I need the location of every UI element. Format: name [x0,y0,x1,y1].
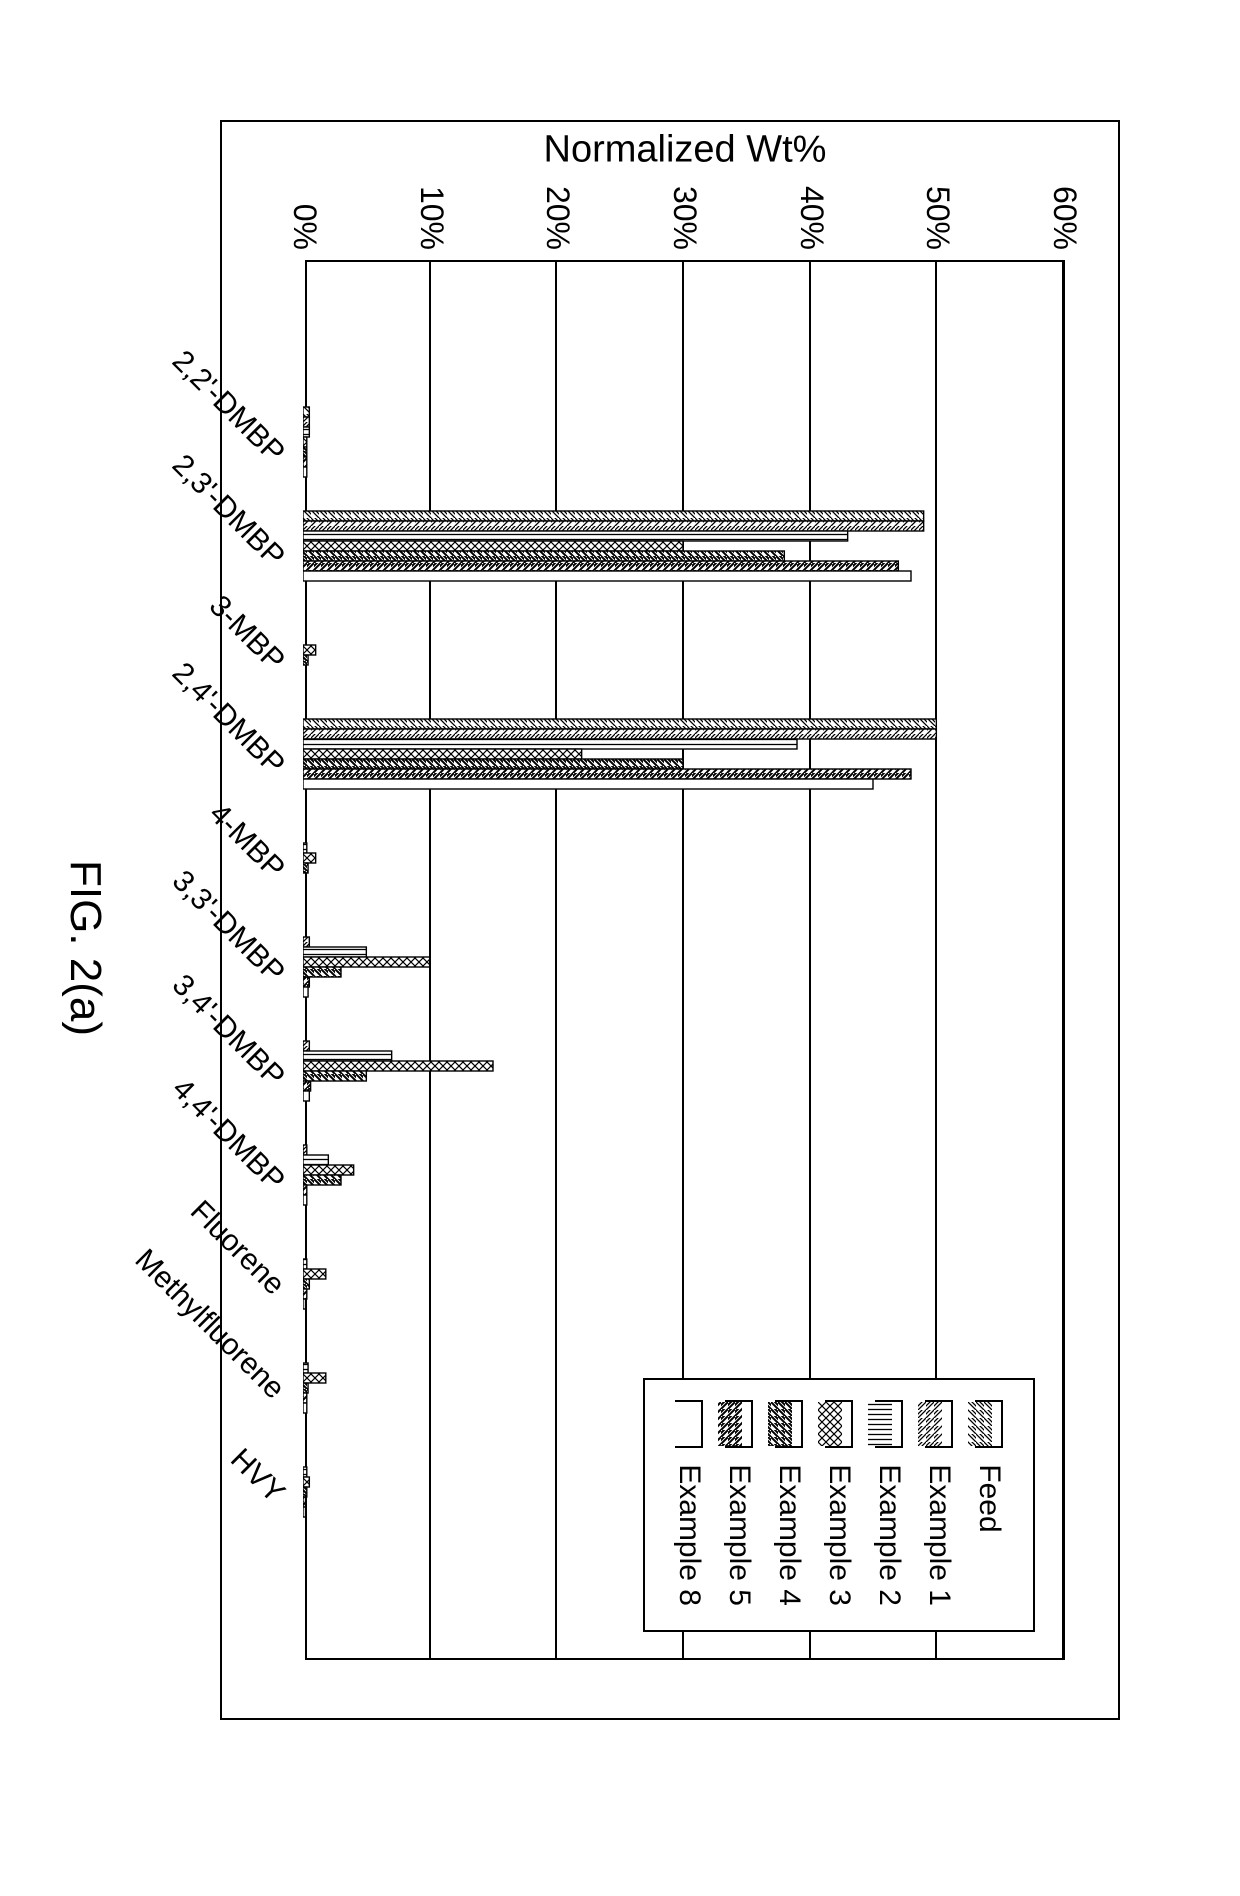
legend-row: Example 4 [765,1400,813,1606]
bar [303,655,308,665]
bar [303,987,308,997]
bar [303,957,430,967]
legend-swatch [675,1400,703,1448]
rotated-canvas: Normalized Wt% 0%10%20%30%40%50%60% 2,2'… [0,0,1240,1896]
bar [303,937,309,947]
y-tick-label: 40% [793,150,830,250]
bar [303,749,582,759]
bar [303,541,683,551]
bar [303,531,848,541]
bar [303,1393,307,1403]
legend-swatch [975,1400,1003,1448]
y-tick-label: 10% [413,150,450,250]
bar [303,1081,311,1091]
y-tick-label: 20% [539,150,576,250]
bar [303,1383,308,1393]
bar [303,759,683,769]
bar [303,437,307,447]
bar [303,561,898,571]
bar [303,729,936,739]
bar [303,1289,307,1299]
legend-row: Example 5 [715,1400,763,1606]
legend-swatch [925,1400,953,1448]
bar [303,1403,307,1413]
bar [303,853,316,863]
bar [303,1497,306,1507]
page-root: Normalized Wt% 0%10%20%30%40%50%60% 2,2'… [0,0,1240,1896]
bar [303,1299,306,1309]
figure-caption: FIG. 2(a) [60,860,110,1036]
y-tick-label: 50% [919,150,956,250]
bar [303,511,924,521]
bar [303,571,911,581]
legend-row: Example 1 [915,1400,963,1606]
legend-label: Example 5 [715,1464,763,1606]
legend-swatch [775,1400,803,1448]
legend-row: Example 3 [815,1400,863,1606]
bar [303,645,316,655]
bar [303,977,309,987]
bar [303,1165,354,1175]
bar [303,1185,307,1195]
bar [303,447,307,457]
y-tick-label: 60% [1046,150,1083,250]
bar [303,1487,307,1497]
legend-swatch [725,1400,753,1448]
bar [303,1477,309,1487]
legend-label: Feed [965,1464,1013,1532]
bar [303,427,309,437]
bar [303,467,307,477]
legend-label: Example 8 [665,1464,713,1606]
bar [303,1507,306,1517]
bar [303,843,307,853]
bar [303,1195,307,1205]
legend-row: Example 8 [665,1400,713,1606]
bar [303,1041,309,1051]
bar [303,1467,307,1477]
legend-label: Example 4 [765,1464,813,1606]
bar [303,779,873,789]
bar [303,1145,307,1155]
legend-label: Example 1 [915,1464,963,1606]
bar [303,417,309,427]
bar [303,719,936,729]
chart-legend: FeedExample 1Example 2Example 3Example 4… [643,1378,1035,1632]
legend-label: Example 3 [815,1464,863,1606]
y-tick-label: 0% [286,150,323,250]
bar [303,1175,341,1185]
legend-swatch [875,1400,903,1448]
bar [303,1155,328,1165]
bar [303,739,797,749]
bar [303,457,307,467]
bar [303,1373,326,1383]
bar [303,1259,307,1269]
bar [303,1363,308,1373]
bar [303,769,911,779]
y-tick-label: 30% [666,150,703,250]
bar [303,1279,309,1289]
bar [303,1061,493,1071]
bar [303,407,309,417]
legend-label: Example 2 [865,1464,913,1606]
bar [303,863,308,873]
legend-row: Example 2 [865,1400,913,1606]
bar [303,551,784,561]
bar [303,967,341,977]
bar [303,521,924,531]
legend-row: Feed [965,1400,1013,1606]
legend-swatch [825,1400,853,1448]
bar [303,1051,392,1061]
bar [303,1091,309,1101]
bar [303,1269,326,1279]
bar [303,1071,366,1081]
bar [303,947,366,957]
